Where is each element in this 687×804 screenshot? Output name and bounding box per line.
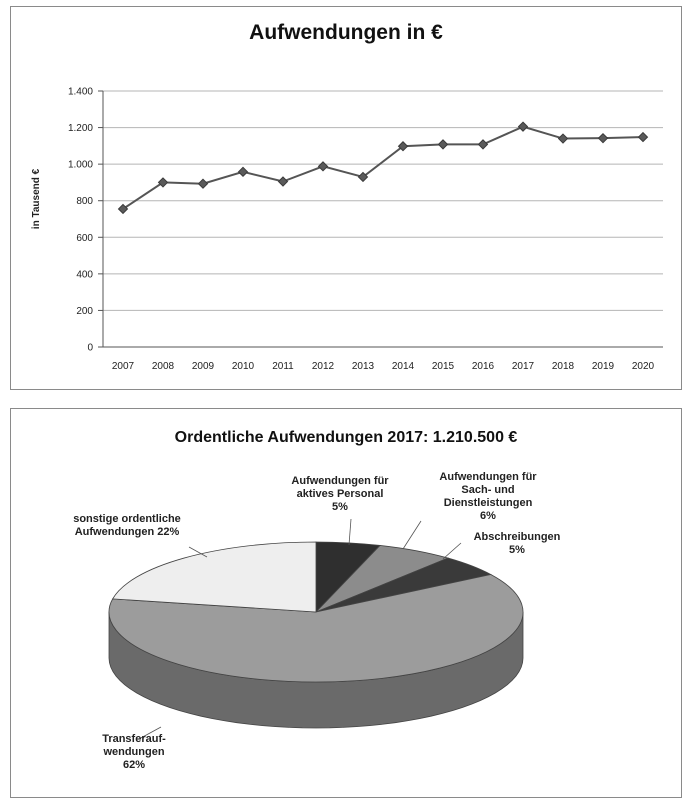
x-tick-label: 2013	[352, 361, 375, 372]
y-tick-label: 200	[76, 306, 93, 317]
line-chart-panel: Aufwendungen in € 0 200 400 600 800 1.000 1.20…	[10, 6, 682, 390]
y-tick-label: 400	[76, 269, 93, 280]
data-point	[637, 131, 649, 143]
data-point	[437, 139, 449, 150]
pie-slice-3	[108, 574, 524, 683]
data-point	[197, 178, 209, 189]
y-tick-label: 1.200	[68, 123, 93, 134]
data-point	[557, 133, 569, 144]
leader-line-0	[348, 518, 352, 546]
x-tick-label: 2012	[312, 361, 335, 372]
leader-line-4	[188, 546, 208, 558]
x-tick-label: 2019	[592, 361, 615, 372]
data-point	[237, 166, 249, 178]
data-point	[277, 176, 289, 187]
x-tick-label: 2010	[232, 361, 255, 372]
pie-label-personal: Aufwendungen für aktives Personal 5%	[291, 475, 389, 513]
data-point	[397, 141, 409, 152]
x-tick-label: 2018	[552, 361, 575, 372]
pie-label-sonstige: sonstige ordentliche Aufwendungen 22%	[73, 513, 181, 538]
x-tick-label: 2009	[192, 361, 215, 372]
x-tick-label: 2017	[512, 361, 535, 372]
x-tick-label: 2008	[152, 361, 175, 372]
pie-label-transfer: Transferauf- wendungen 62%	[102, 733, 166, 771]
y-axis-label: in Tausend €	[31, 168, 42, 229]
leader-line-2	[442, 542, 462, 560]
data-point	[157, 177, 169, 188]
leader-line-3	[138, 726, 162, 740]
pie-chart-panel: Ordentliche Aufwendungen 2017: 1.210.500…	[10, 408, 682, 798]
x-tick-label: 2014	[392, 361, 415, 372]
data-point	[117, 203, 129, 215]
y-tick-label: 600	[76, 233, 93, 244]
x-tick-label: 2011	[272, 361, 294, 372]
data-point	[477, 139, 489, 150]
data-point	[517, 121, 529, 132]
pie-chart-title: Ordentliche Aufwendungen 2017: 1.210.500…	[174, 429, 518, 446]
y-tick-label: 0	[87, 343, 93, 354]
x-tick-label: 2015	[432, 361, 455, 372]
pie-label-sach: Aufwendungen für Sach- und Dienstleistun…	[439, 471, 537, 522]
y-tick-label: 1.400	[68, 87, 93, 98]
series-line	[122, 125, 644, 210]
pie-slice-4	[112, 541, 317, 613]
data-point	[357, 171, 369, 183]
data-point	[597, 132, 609, 144]
y-tick-label: 1.000	[68, 160, 93, 171]
x-tick-label: 2007	[112, 361, 135, 372]
line-chart-svg: 0 200 400 600 800 1.000 1.200 1.400 2007 2008 2009…	[31, 87, 663, 372]
line-chart-title: Aufwendungen in €	[249, 21, 443, 44]
x-tick-label: 2016	[472, 361, 495, 372]
pie-label-abschreibungen: Abschreibungen 5%	[473, 531, 561, 556]
y-tick-label: 800	[76, 196, 93, 207]
pie-chart-svg	[108, 518, 524, 740]
data-point	[317, 161, 329, 172]
x-tick-label: 2020	[632, 361, 655, 372]
leader-line-1	[402, 520, 422, 550]
